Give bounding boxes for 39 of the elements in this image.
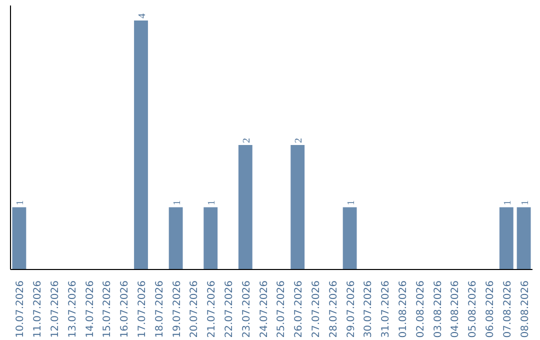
x-tick-label: 13.07.2026: [67, 280, 78, 338]
x-tick-label: 29.07.2026: [346, 280, 357, 338]
x-tick-label: 20.07.2026: [189, 280, 200, 338]
x-tick-label: 23.07.2026: [241, 280, 252, 338]
x-tick-label: 21.07.2026: [206, 280, 218, 338]
x-tick-label: 31.07.2026: [380, 280, 392, 338]
x-tick-label: 10.07.2026: [15, 280, 26, 338]
x-tick-label: 18.07.2026: [154, 280, 166, 338]
x-tick-label: 11.07.2026: [32, 280, 44, 338]
x-tick-label: 30.07.2026: [363, 280, 374, 338]
x-tick-label: 01.08.2026: [398, 280, 409, 338]
x-tick-label: 25.07.2026: [276, 280, 288, 338]
data-label: 4: [137, 13, 148, 18]
x-tick-label: 07.08.2026: [502, 280, 514, 338]
x-tick-label: 17.07.2026: [137, 280, 148, 338]
data-label: 1: [346, 200, 357, 206]
x-tick-label: 08.08.2026: [520, 280, 531, 338]
x-tick-label: 27.07.2026: [311, 280, 322, 338]
x-tick-label: 24.07.2026: [258, 280, 270, 338]
data-label: 1: [520, 200, 531, 206]
x-tick-label: 16.07.2026: [120, 280, 131, 338]
x-tick-label: 05.08.2026: [468, 280, 479, 338]
x-tick-label: 15.07.2026: [102, 280, 114, 338]
data-label: 1: [502, 200, 514, 206]
x-tick-label: 04.08.2026: [450, 280, 462, 338]
x-tick-label: 06.08.2026: [485, 280, 496, 338]
x-tick-label: 02.08.2026: [415, 280, 426, 338]
x-tick-label: 19.07.2026: [172, 280, 183, 338]
x-tick-label: 28.07.2026: [328, 280, 340, 338]
x-tick-label: 22.07.2026: [224, 280, 235, 338]
x-tick-label: 26.07.2026: [294, 280, 305, 338]
x-tick-label: 03.08.2026: [432, 280, 444, 338]
x-tick-label: 14.07.2026: [84, 280, 96, 338]
data-label: 1: [15, 200, 26, 206]
data-label: 2: [241, 138, 252, 143]
data-label: 1: [206, 200, 218, 206]
data-label: 2: [294, 138, 305, 143]
x-tick-label: 12.07.2026: [50, 280, 61, 338]
data-label: 1: [172, 200, 183, 206]
